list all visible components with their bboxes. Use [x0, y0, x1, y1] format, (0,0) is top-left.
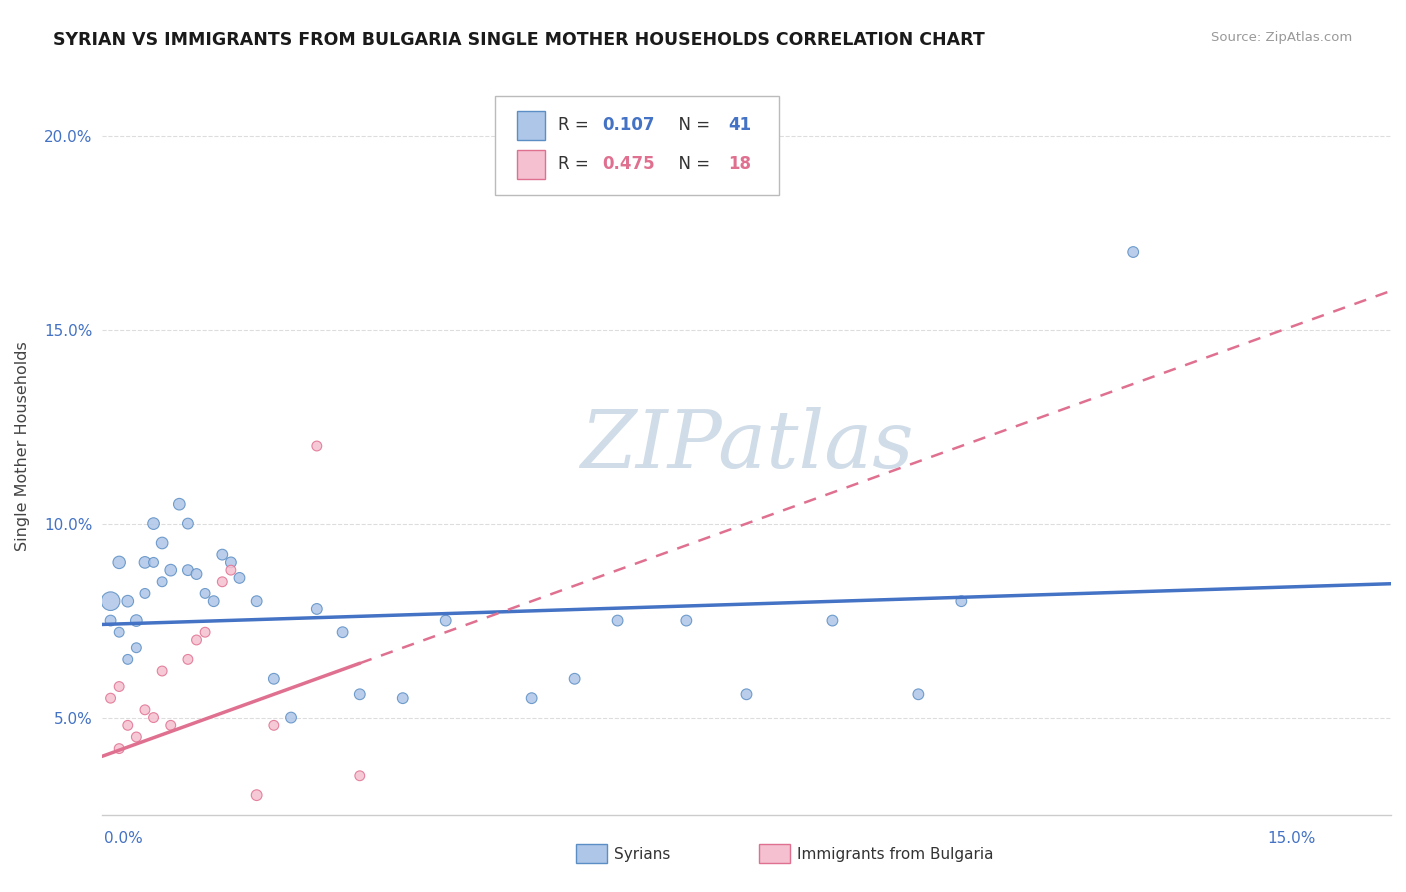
Point	[150, 536, 173, 550]
Bar	[517, 150, 546, 179]
Point	[211, 548, 233, 562]
Point	[246, 594, 269, 608]
Text: R =: R =	[558, 155, 595, 173]
Text: Immigrants from Bulgaria: Immigrants from Bulgaria	[797, 847, 994, 862]
Point	[186, 632, 208, 647]
Point	[150, 664, 173, 678]
Point	[159, 718, 181, 732]
Point	[177, 652, 200, 666]
Text: 0.475: 0.475	[602, 155, 655, 173]
Bar	[517, 111, 546, 140]
Text: N =: N =	[668, 155, 716, 173]
Point	[194, 625, 217, 640]
FancyBboxPatch shape	[495, 95, 779, 195]
Point	[821, 614, 844, 628]
Point	[108, 555, 131, 569]
Point	[134, 555, 156, 569]
Text: SYRIAN VS IMMIGRANTS FROM BULGARIA SINGLE MOTHER HOUSEHOLDS CORRELATION CHART: SYRIAN VS IMMIGRANTS FROM BULGARIA SINGL…	[53, 31, 986, 49]
Point	[675, 614, 697, 628]
Text: N =: N =	[668, 116, 716, 135]
Point	[349, 769, 371, 783]
Point	[125, 614, 148, 628]
Text: Source: ZipAtlas.com: Source: ZipAtlas.com	[1212, 31, 1353, 45]
Y-axis label: Single Mother Households: Single Mother Households	[15, 341, 30, 551]
Text: 18: 18	[728, 155, 751, 173]
Point	[117, 652, 139, 666]
Point	[177, 516, 200, 531]
Point	[125, 730, 148, 744]
Point	[194, 586, 217, 600]
Point	[564, 672, 586, 686]
Point	[108, 680, 131, 694]
Point	[219, 563, 242, 577]
Point	[907, 687, 929, 701]
Point	[100, 614, 122, 628]
Point	[100, 594, 122, 608]
Text: 0.0%: 0.0%	[104, 831, 143, 846]
Point	[263, 672, 285, 686]
Text: Syrians: Syrians	[614, 847, 671, 862]
Point	[219, 555, 242, 569]
Point	[100, 691, 122, 706]
Point	[246, 788, 269, 802]
Point	[520, 691, 543, 706]
Point	[202, 594, 225, 608]
Text: R =: R =	[558, 116, 595, 135]
Point	[150, 574, 173, 589]
Point	[434, 614, 457, 628]
Point	[125, 640, 148, 655]
Point	[263, 718, 285, 732]
Point	[134, 586, 156, 600]
Text: ZIPatlas: ZIPatlas	[579, 408, 914, 484]
Point	[228, 571, 250, 585]
Point	[169, 497, 191, 511]
Text: 15.0%: 15.0%	[1268, 831, 1316, 846]
Point	[1122, 245, 1144, 260]
Point	[735, 687, 758, 701]
Point	[117, 594, 139, 608]
Text: 41: 41	[728, 116, 752, 135]
Point	[142, 516, 165, 531]
Point	[108, 741, 131, 756]
Point	[159, 563, 181, 577]
Point	[305, 439, 328, 453]
Text: 0.107: 0.107	[602, 116, 655, 135]
Point	[280, 710, 302, 724]
Point	[606, 614, 628, 628]
Point	[117, 718, 139, 732]
Point	[142, 555, 165, 569]
Point	[349, 687, 371, 701]
Point	[108, 625, 131, 640]
Point	[142, 710, 165, 724]
Point	[211, 574, 233, 589]
Point	[391, 691, 413, 706]
Point	[332, 625, 354, 640]
Point	[305, 602, 328, 616]
Point	[177, 563, 200, 577]
Point	[134, 703, 156, 717]
Point	[186, 567, 208, 582]
Point	[950, 594, 973, 608]
